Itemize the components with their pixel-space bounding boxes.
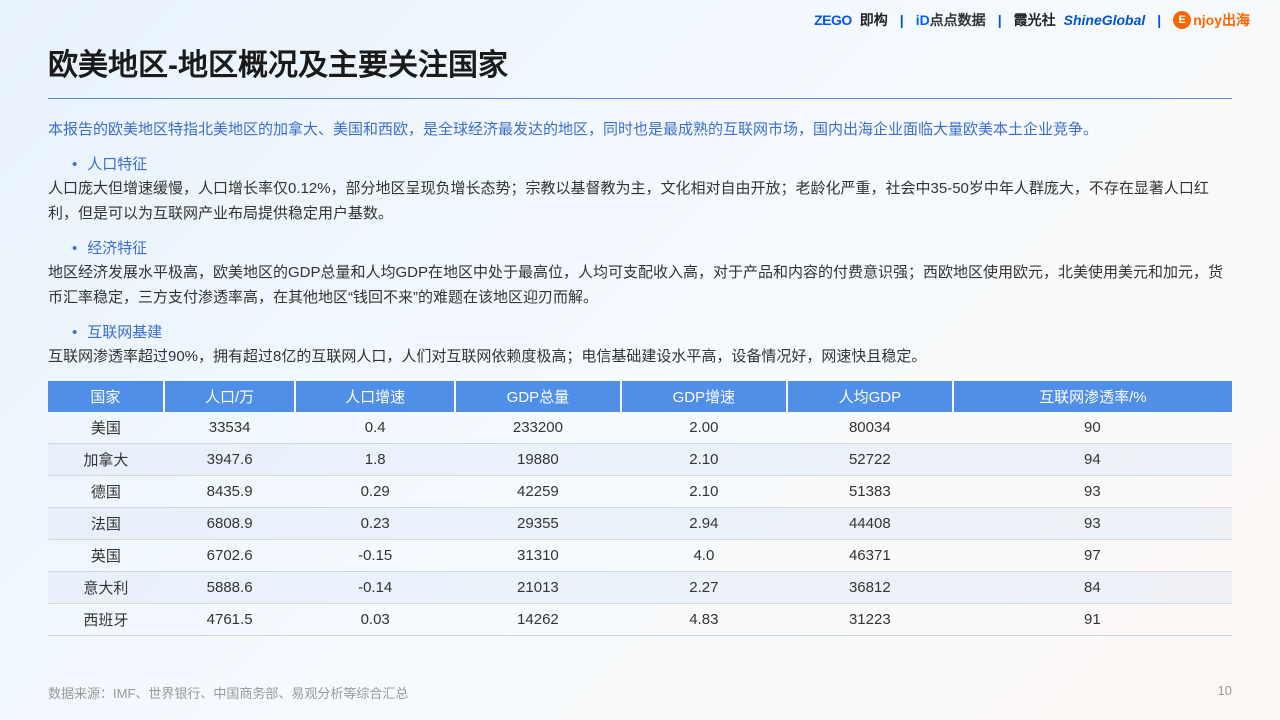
table-row: 意大利5888.6-0.14210132.273681284 xyxy=(48,572,1232,604)
table-cell: 31223 xyxy=(787,604,953,636)
page-title: 欧美地区-地区概况及主要关注国家 xyxy=(48,40,1232,84)
enjoy-text: njoy出海 xyxy=(1193,10,1250,30)
section-economy: 经济特征 地区经济发展水平极高，欧美地区的GDP总量和人均GDP在地区中处于最高… xyxy=(48,237,1232,311)
table-header-row: 国家 人口/万 人口增速 GDP总量 GDP增速 人均GDP 互联网渗透率/% xyxy=(48,381,1232,412)
data-table-wrap: 国家 人口/万 人口增速 GDP总量 GDP增速 人均GDP 互联网渗透率/% … xyxy=(48,381,1232,636)
table-cell: 97 xyxy=(953,540,1232,572)
logo-enjoy: E njoy出海 xyxy=(1173,10,1250,30)
header-logos: ZEGO 即构 | iD 点点数据 | 霞光社 ShineGlobal | E … xyxy=(814,10,1250,30)
table-cell: 5888.6 xyxy=(164,572,296,604)
table-cell: 84 xyxy=(953,572,1232,604)
page-number: 10 xyxy=(1218,683,1232,702)
table-cell: 14262 xyxy=(455,604,621,636)
table-cell: 法国 xyxy=(48,508,164,540)
table-cell: 94 xyxy=(953,444,1232,476)
table-cell: 52722 xyxy=(787,444,953,476)
table-cell: 233200 xyxy=(455,412,621,444)
table-cell: 80034 xyxy=(787,412,953,444)
col-population: 人口/万 xyxy=(164,381,296,412)
table-cell: 2.00 xyxy=(621,412,787,444)
table-cell: 90 xyxy=(953,412,1232,444)
table-cell: 加拿大 xyxy=(48,444,164,476)
table-cell: 美国 xyxy=(48,412,164,444)
enjoy-e-icon: E xyxy=(1173,11,1191,29)
table-cell: 0.29 xyxy=(295,476,455,508)
table-cell: 3947.6 xyxy=(164,444,296,476)
logo-jigou: 即构 xyxy=(860,10,888,30)
table-cell: -0.15 xyxy=(295,540,455,572)
col-gdp: GDP总量 xyxy=(455,381,621,412)
table-cell: 1.8 xyxy=(295,444,455,476)
table-row: 美国335340.42332002.008003490 xyxy=(48,412,1232,444)
table-cell: -0.14 xyxy=(295,572,455,604)
col-internet: 互联网渗透率/% xyxy=(953,381,1232,412)
content-area: 欧美地区-地区概况及主要关注国家 本报告的欧美地区特指北美地区的加拿大、美国和西… xyxy=(0,0,1280,636)
table-cell: 0.23 xyxy=(295,508,455,540)
table-cell: 2.10 xyxy=(621,444,787,476)
logo-diandian: iD 点点数据 xyxy=(916,10,986,30)
footer: 数据来源：IMF、世界银行、中国商务部、易观分析等综合汇总 10 xyxy=(48,683,1232,702)
table-cell: 西班牙 xyxy=(48,604,164,636)
table-cell: 93 xyxy=(953,508,1232,540)
diandian-text: 点点数据 xyxy=(930,10,986,30)
section-label: 经济特征 xyxy=(72,237,1232,258)
data-source: 数据来源：IMF、世界银行、中国商务部、易观分析等综合汇总 xyxy=(48,683,408,702)
section-internet: 互联网基建 互联网渗透率超过90%，拥有超过8亿的互联网人口，人们对互联网依赖度… xyxy=(48,321,1232,370)
section-text: 地区经济发展水平极高，欧美地区的GDP总量和人均GDP在地区中处于最高位，人均可… xyxy=(48,260,1232,311)
table-cell: 2.27 xyxy=(621,572,787,604)
table-cell: 2.10 xyxy=(621,476,787,508)
col-gdpgrowth: GDP增速 xyxy=(621,381,787,412)
table-cell: 93 xyxy=(953,476,1232,508)
table-cell: 31310 xyxy=(455,540,621,572)
section-label: 人口特征 xyxy=(72,153,1232,174)
col-popgrowth: 人口增速 xyxy=(295,381,455,412)
table-cell: 0.03 xyxy=(295,604,455,636)
col-gdppc: 人均GDP xyxy=(787,381,953,412)
table-row: 加拿大3947.61.8198802.105272294 xyxy=(48,444,1232,476)
table-cell: 4.83 xyxy=(621,604,787,636)
table-cell: 0.4 xyxy=(295,412,455,444)
table-cell: 2.94 xyxy=(621,508,787,540)
logo-zego: ZEGO xyxy=(814,12,852,28)
table-cell: 46371 xyxy=(787,540,953,572)
section-population: 人口特征 人口庞大但增速缓慢，人口增长率仅0.12%，部分地区呈现负增长态势；宗… xyxy=(48,153,1232,227)
table-cell: 51383 xyxy=(787,476,953,508)
section-label: 互联网基建 xyxy=(72,321,1232,342)
table-cell: 意大利 xyxy=(48,572,164,604)
country-data-table: 国家 人口/万 人口增速 GDP总量 GDP增速 人均GDP 互联网渗透率/% … xyxy=(48,381,1232,636)
table-cell: 91 xyxy=(953,604,1232,636)
intro-text: 本报告的欧美地区特指北美地区的加拿大、美国和西欧，是全球经济最发达的地区，同时也… xyxy=(48,117,1232,143)
table-cell: 19880 xyxy=(455,444,621,476)
table-cell: 36812 xyxy=(787,572,953,604)
logo-separator: | xyxy=(900,12,904,28)
logo-separator: | xyxy=(1157,12,1161,28)
section-text: 人口庞大但增速缓慢，人口增长率仅0.12%，部分地区呈现负增长态势；宗教以基督教… xyxy=(48,176,1232,227)
table-row: 法国6808.90.23293552.944440893 xyxy=(48,508,1232,540)
table-cell: 42259 xyxy=(455,476,621,508)
col-country: 国家 xyxy=(48,381,164,412)
table-cell: 33534 xyxy=(164,412,296,444)
table-row: 英国6702.6-0.15313104.04637197 xyxy=(48,540,1232,572)
table-cell: 英国 xyxy=(48,540,164,572)
table-cell: 29355 xyxy=(455,508,621,540)
title-underline xyxy=(48,98,1232,99)
section-text: 互联网渗透率超过90%，拥有超过8亿的互联网人口，人们对互联网依赖度极高；电信基… xyxy=(48,344,1232,370)
table-cell: 21013 xyxy=(455,572,621,604)
table-cell: 4.0 xyxy=(621,540,787,572)
table-cell: 8435.9 xyxy=(164,476,296,508)
table-cell: 4761.5 xyxy=(164,604,296,636)
table-cell: 6702.6 xyxy=(164,540,296,572)
table-cell: 44408 xyxy=(787,508,953,540)
table-row: 西班牙4761.50.03142624.833122391 xyxy=(48,604,1232,636)
diandian-icon: iD xyxy=(916,12,930,28)
logo-xiaguang: 霞光社 xyxy=(1014,10,1056,30)
logo-separator: | xyxy=(998,12,1002,28)
table-cell: 6808.9 xyxy=(164,508,296,540)
table-row: 德国8435.90.29422592.105138393 xyxy=(48,476,1232,508)
logo-shineglobal: ShineGlobal xyxy=(1064,12,1146,28)
table-cell: 德国 xyxy=(48,476,164,508)
